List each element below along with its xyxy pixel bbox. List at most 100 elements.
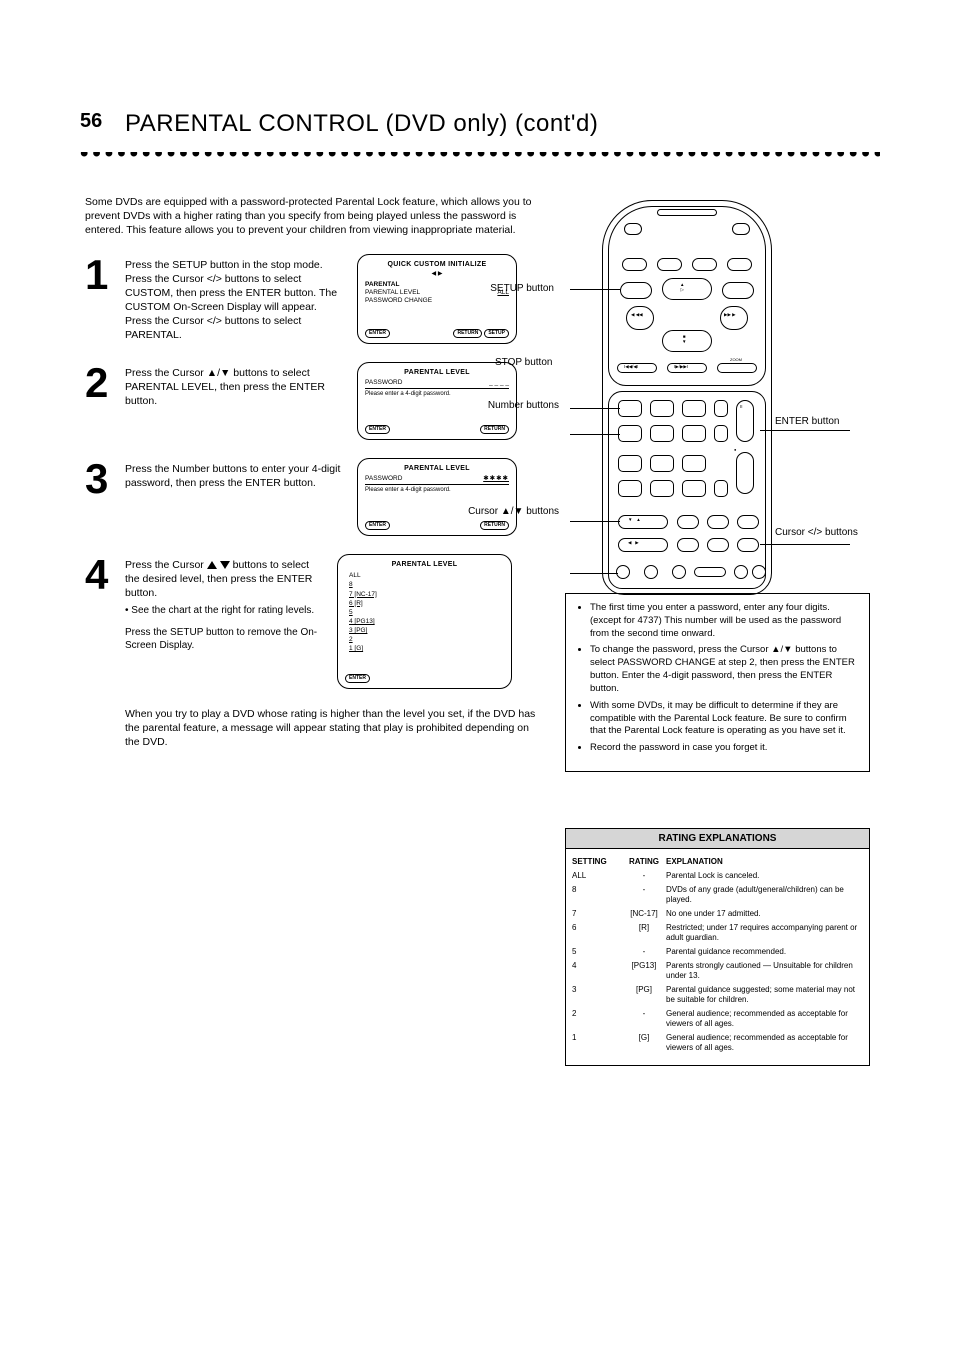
skip-fwd-icon: I▶/▶▶I	[674, 364, 688, 370]
side-1-button[interactable]	[714, 400, 728, 417]
rowA-oval-1[interactable]	[677, 515, 699, 529]
bottom-circle-3[interactable]	[672, 565, 686, 579]
osd1-line1-left: PARENTAL LEVEL	[365, 289, 420, 297]
rowA-oval-3[interactable]	[737, 515, 759, 529]
osd2-footer: ENTER RETURN	[365, 425, 509, 434]
step-4-trailer: When you try to play a DVD whose rating …	[125, 707, 545, 750]
lead-updown	[570, 521, 620, 522]
num-5-button[interactable]	[650, 425, 674, 442]
zoom-bar-button[interactable]	[717, 363, 757, 373]
osd3-hr	[365, 484, 509, 485]
enter-button[interactable]	[737, 538, 759, 552]
rewind-button[interactable]	[626, 306, 654, 330]
osd4-item: ALL	[349, 572, 500, 580]
rating-row: 6[R]Restricted; under 17 requires accomp…	[570, 921, 865, 945]
pill-return-2: RETURN	[480, 425, 509, 434]
step-1-number: 1	[85, 254, 115, 296]
num-3-button[interactable]	[682, 400, 706, 417]
pill-setup: SETUP	[484, 329, 509, 338]
lbl-number: Number buttons	[449, 400, 559, 411]
rating-header-row: SETTING RATING EXPLANATION	[570, 855, 865, 869]
pill-return-3: RETURN	[480, 521, 509, 530]
osd2-body: Please enter a 4-digit password.	[365, 391, 509, 399]
step-4-number: 4	[85, 554, 115, 596]
step-3: 3 Press the Number buttons to enter your…	[85, 458, 555, 536]
helpful-notes-box: The first time you enter a password, ent…	[565, 593, 870, 772]
remote-diagram: ▲▷ ◀ ◀◀ ▶▶ ▶ ■▼ I◀◀/◀I I▶/▶▶I ZOOM II ● …	[602, 200, 772, 595]
setup-button[interactable]	[620, 282, 652, 299]
lead-number2	[570, 434, 620, 435]
osd3-title: PARENTAL LEVEL	[365, 465, 509, 474]
side-2-button[interactable]	[714, 425, 728, 442]
pause-button[interactable]	[736, 400, 754, 442]
osd4-item: 3 [PG]	[349, 627, 500, 635]
lead-bottom	[570, 573, 618, 574]
osd2-line1-right: _ _ _ _	[489, 379, 509, 387]
small-oval-1[interactable]	[622, 258, 647, 271]
stop-down-button[interactable]	[662, 330, 712, 352]
osd4-item: 4 [PG13]	[349, 618, 500, 626]
rating-row: 5-Parental guidance recommended.	[570, 945, 865, 959]
rating-col-expl: EXPLANATION	[666, 857, 863, 867]
side-3-button[interactable]	[714, 480, 728, 497]
intro-paragraph: Some DVDs are equipped with a password-p…	[85, 195, 555, 238]
rowB-oval-2[interactable]	[707, 538, 729, 552]
step-2-text: Press the Cursor ▲/▼ buttons to select P…	[125, 362, 345, 440]
osd1-section: PARENTAL	[365, 281, 509, 289]
lbl-enter: ENTER button	[775, 416, 839, 427]
num-7-button[interactable]	[618, 455, 642, 472]
bottom-oval[interactable]	[694, 567, 726, 577]
pill-enter-3: ENTER	[365, 521, 390, 530]
small-oval-2[interactable]	[657, 258, 682, 271]
num-1-button[interactable]	[618, 400, 642, 417]
num-plus10-button[interactable]	[618, 480, 642, 497]
play-up-button[interactable]	[662, 278, 712, 300]
small-oval-3[interactable]	[692, 258, 717, 271]
record-button[interactable]	[736, 452, 754, 494]
lead-number	[570, 408, 620, 409]
bottom-circle-4[interactable]	[734, 565, 748, 579]
small-oval-4[interactable]	[727, 258, 752, 271]
num-0-button[interactable]	[650, 480, 674, 497]
display-button[interactable]	[722, 282, 754, 299]
bottom-circle-1[interactable]	[616, 565, 630, 579]
osd-screen-4: PARENTAL LEVEL ALL87 [NC-17]6 [R]54 [PG1…	[337, 554, 512, 689]
osd1-title: QUICK CUSTOM INITIALIZE	[365, 261, 509, 270]
step-4-text: Press the Cursor buttons to select the d…	[125, 554, 325, 689]
rating-row: 3[PG]Parental guidance suggested; some m…	[570, 983, 865, 1007]
notes-list: The first time you enter a password, ent…	[576, 602, 859, 755]
osd4-item: 2	[349, 636, 500, 644]
forward-button[interactable]	[720, 306, 748, 330]
step-2-number: 2	[85, 362, 115, 404]
num-4-button[interactable]	[618, 425, 642, 442]
num-2-button[interactable]	[650, 400, 674, 417]
rowB-oval-1[interactable]	[677, 538, 699, 552]
pill-enter-2: ENTER	[365, 425, 390, 434]
ir-window	[657, 209, 717, 216]
rating-row: 4[PG13]Parents strongly cautioned — Unsu…	[570, 959, 865, 983]
notes-item: Record the password in case you forget i…	[590, 742, 859, 755]
osd4-footer: ENTER	[345, 674, 504, 683]
eject-button[interactable]	[732, 223, 750, 235]
num-clear-button[interactable]	[682, 480, 706, 497]
notes-item: To change the password, press the Cursor…	[590, 644, 859, 695]
cursor-updown-button[interactable]	[618, 515, 668, 529]
lead-setup	[570, 289, 620, 290]
num-6-button[interactable]	[682, 425, 706, 442]
bottom-circle-2[interactable]	[644, 565, 658, 579]
page-number: 56	[80, 110, 102, 133]
pill-enter: ENTER	[365, 329, 390, 338]
num-8-button[interactable]	[650, 455, 674, 472]
osd4-item: 8	[349, 581, 500, 589]
osd3-line1-left: PASSWORD	[365, 475, 402, 483]
cursor-lr-button[interactable]	[618, 538, 668, 552]
zoom-label: ZOOM	[730, 357, 742, 362]
pill-return: RETURN	[453, 329, 482, 338]
power-button[interactable]	[624, 223, 642, 235]
notes-item: The first time you enter a password, ent…	[590, 602, 859, 640]
cursor-updown-icon: ▼ ▲	[628, 517, 641, 522]
num-9-button[interactable]	[682, 455, 706, 472]
notes-item: With some DVDs, it may be difficult to d…	[590, 700, 859, 738]
rowA-oval-2[interactable]	[707, 515, 729, 529]
bottom-circle-5[interactable]	[752, 565, 766, 579]
